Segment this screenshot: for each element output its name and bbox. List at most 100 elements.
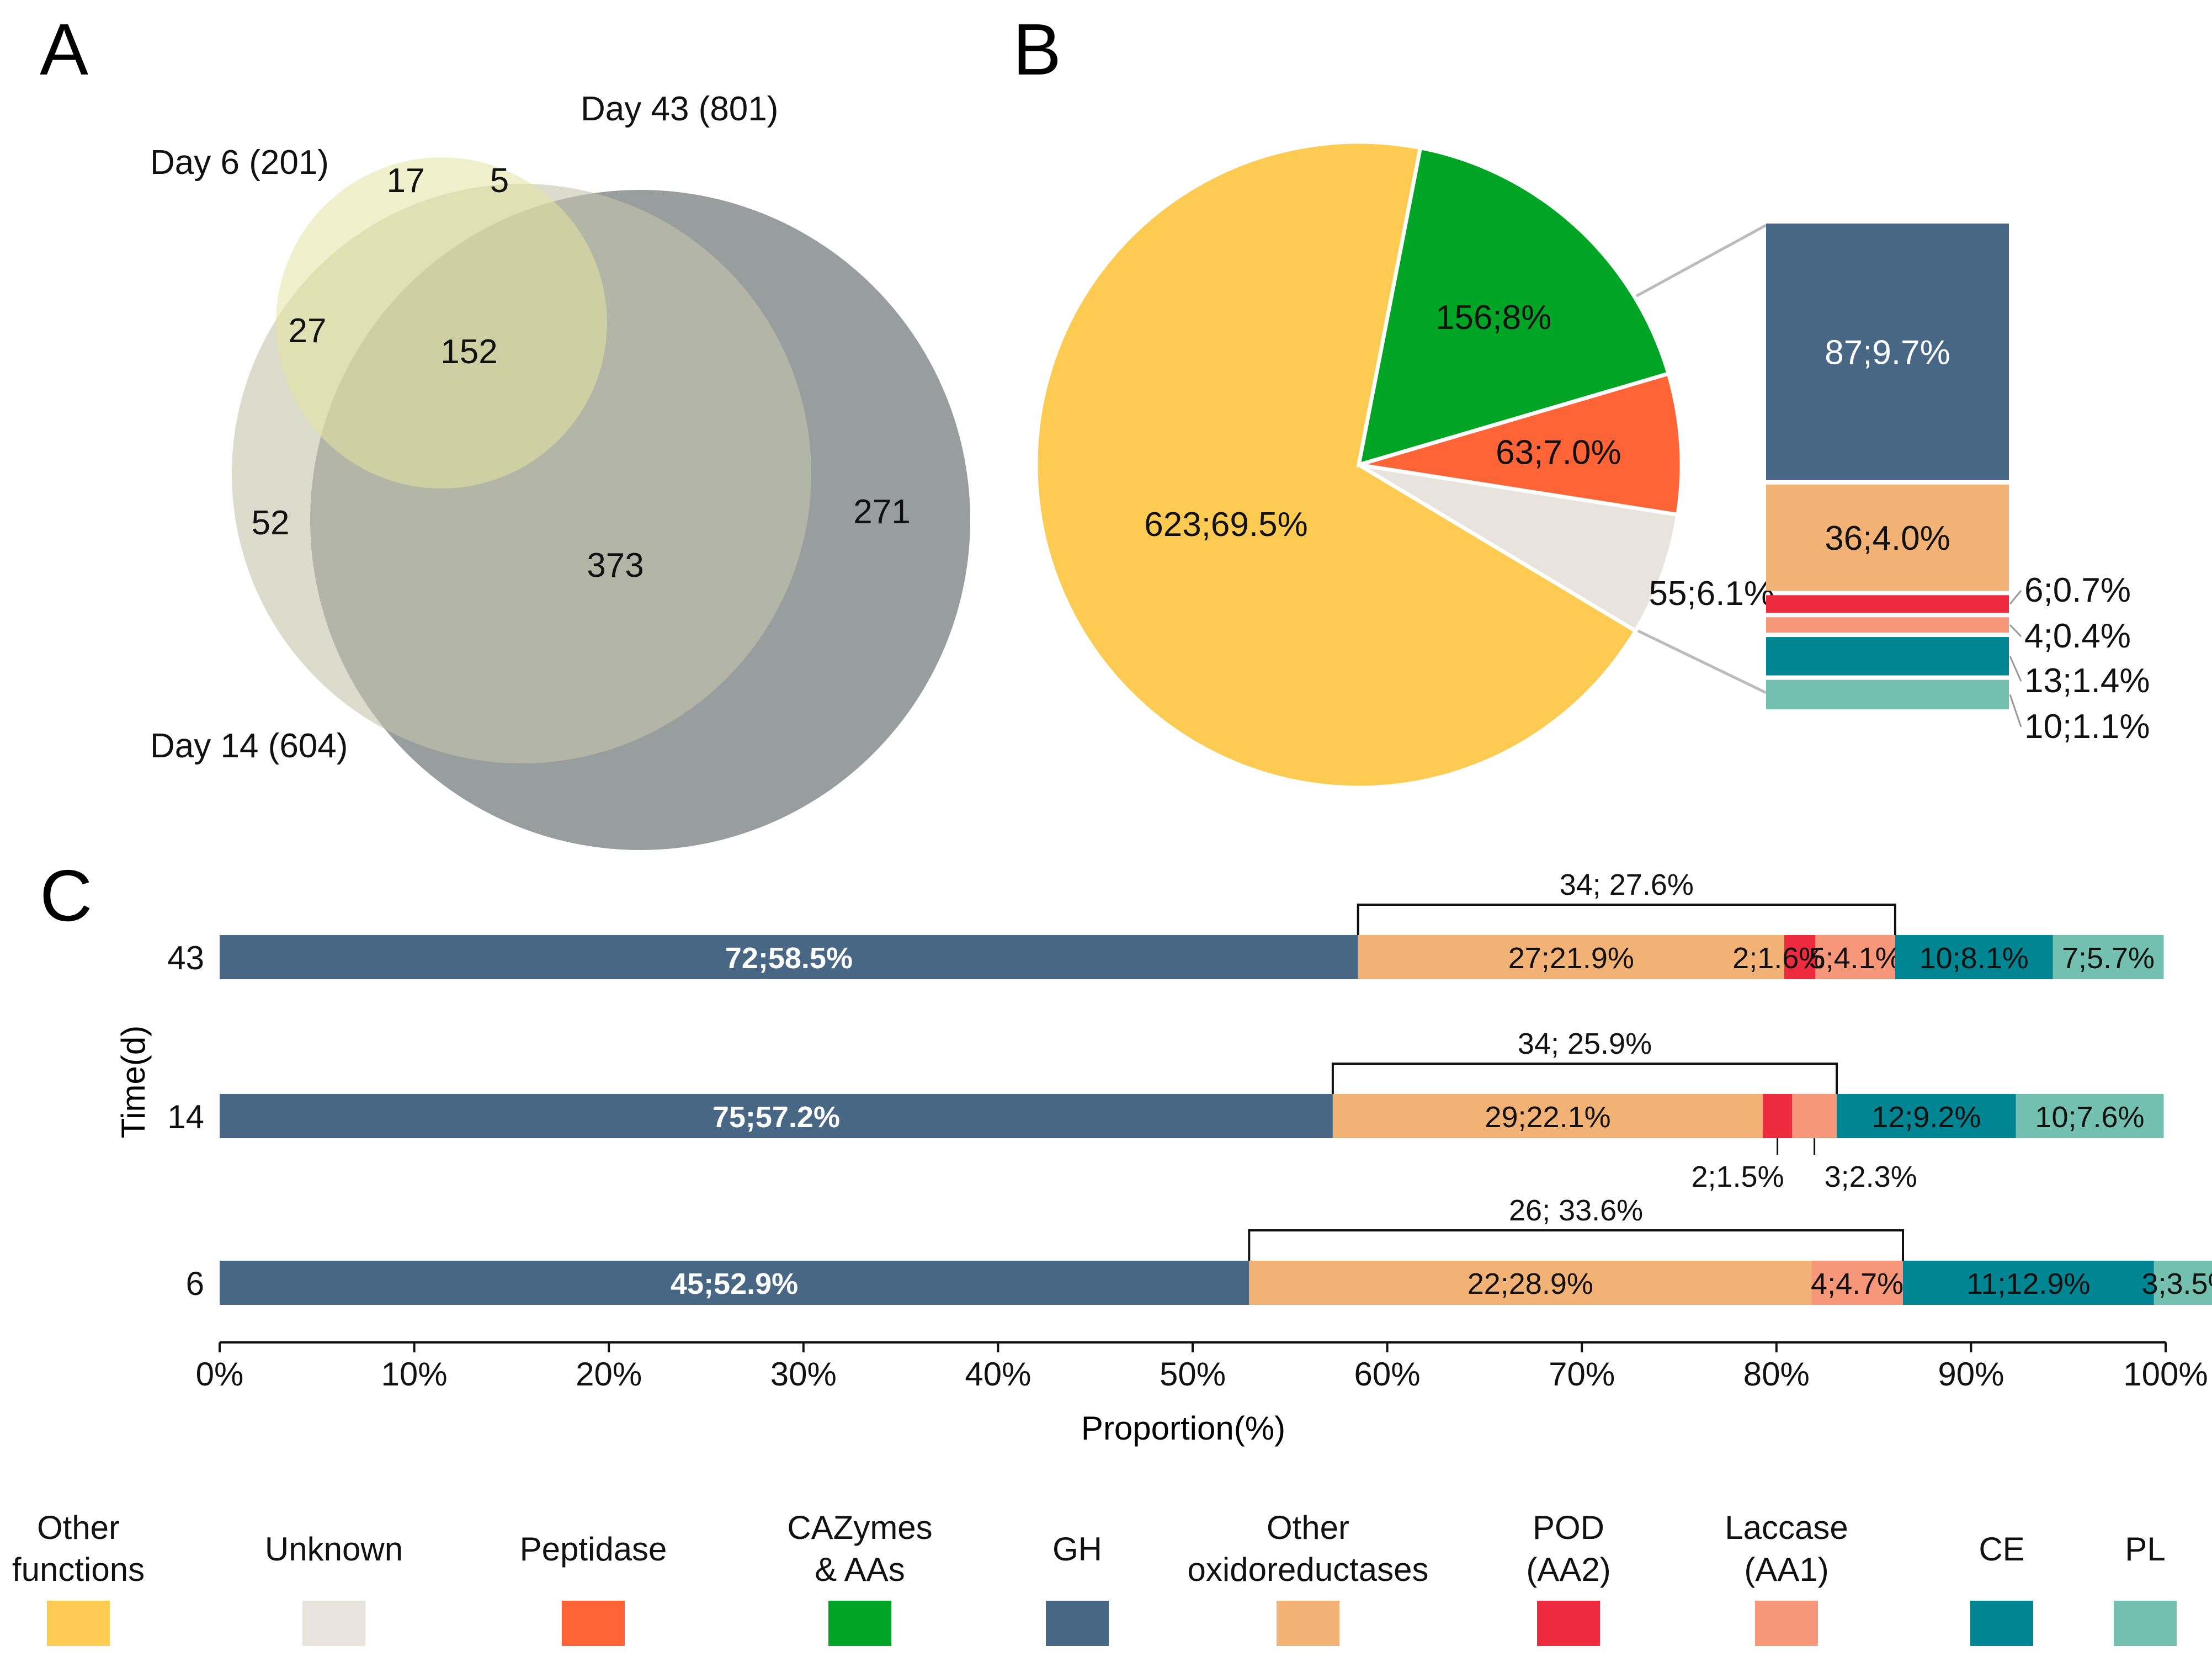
bar-label-gh: 75;57.2% — [712, 1101, 840, 1134]
legend-item-other-functions: Other functions — [12, 1509, 145, 1646]
pie-slice-peptidase — [1358, 371, 1684, 517]
legend-label: Laccase — [1725, 1509, 1848, 1546]
venn-set-label-day43: Day 43 (801) — [581, 90, 778, 128]
breakdown-label-other-oxidoreductases: 36;4.0% — [1825, 519, 1950, 557]
legend-item-pod-aa2: POD (AA2) — [1526, 1509, 1611, 1646]
breakdown-label-laccase-aa1: 4;0.4% — [2024, 617, 2131, 655]
breakdown-segment-gh — [1766, 224, 2009, 480]
bar-row-day-43: 43 72;58.5% 27;21.9% 5;4.1% 10;8.1% 7;5.7% 2;1… — [167, 868, 2164, 979]
bar-label-laccase-aa1: 4;4.7% — [1811, 1267, 1903, 1300]
legend-item-laccase-aa1: Laccase (AA1) — [1725, 1509, 1848, 1646]
legend-label: POD — [1533, 1509, 1604, 1546]
legend-label: GH — [1052, 1531, 1102, 1568]
x-tick-label: 70% — [1549, 1356, 1615, 1393]
x-axis-label: Proportion(%) — [1081, 1410, 1285, 1447]
bar-segment-gh — [220, 1094, 1333, 1138]
bar-label-other-oxidoreductases: 27;21.9% — [1508, 942, 1634, 975]
legend-label: CE — [1979, 1531, 2024, 1568]
bar-segment-pod-aa2 — [1763, 1094, 1792, 1138]
y-axis-label: Time(d) — [115, 1026, 152, 1138]
bar-label-pl: 3;3.5% — [2141, 1267, 2212, 1300]
legend-label: oxidoreductases — [1188, 1551, 1429, 1588]
x-tick-label: 50% — [1160, 1356, 1226, 1393]
bar-segment-other-oxidoreductases — [1332, 1094, 1763, 1138]
bar-segment-pl — [2053, 935, 2164, 979]
legend-swatch — [1755, 1601, 1818, 1646]
bar-segment-ce — [1837, 1094, 2016, 1138]
bar-segment-gh — [220, 935, 1358, 979]
panel-b-label: B — [1013, 9, 1061, 90]
legend-label: & AAs — [815, 1551, 905, 1588]
breakdown-label-pl: 10;1.1% — [2024, 708, 2150, 746]
breakdown-leader-pod-aa2 — [2009, 590, 2022, 605]
bar-label-gh: 45;52.9% — [671, 1267, 798, 1300]
breakdown-leader-laccase-aa1 — [2009, 624, 2022, 638]
legend-item-pl: PL — [2114, 1531, 2177, 1646]
bar-segment-ce — [1903, 1261, 2154, 1305]
breakdown-label-ce: 13;1.4% — [2024, 662, 2150, 700]
bar-segment-laccase-aa1 — [1792, 1094, 1837, 1138]
legend-label: CAZymes — [787, 1509, 932, 1546]
pie-connector-bottom — [1634, 628, 1767, 694]
pie-label-peptidase: 63;7.0% — [1496, 433, 1621, 471]
venn-circle-day6 — [276, 157, 607, 488]
bar-rows: 43 72;58.5% 27;21.9% 5;4.1% 10;8.1% 7;5.7% 2;1… — [167, 868, 2212, 1305]
x-tick-label: 90% — [1938, 1356, 2004, 1393]
venn-set-label-day14: Day 14 (604) — [150, 727, 348, 765]
pie-slice-other-functions — [1034, 140, 1639, 790]
legend-label: (AA1) — [1744, 1551, 1828, 1588]
breakdown-segment-pl — [1766, 679, 2009, 709]
x-axis: 0% 10% 20% 30% 40% 50% 60% 70% 80% 90% 100% — [196, 1341, 2208, 1393]
pie-label-unknown: 55;6.1% — [1649, 575, 1775, 613]
pie-label-other-functions: 623;69.5% — [1144, 506, 1307, 544]
pie-connector-top — [1634, 224, 1767, 299]
pie-slice-unknown — [1358, 463, 1681, 634]
pie-label-cazymes-aas: 156;8% — [1435, 299, 1551, 337]
bar-label-pl: 7;5.7% — [2062, 942, 2155, 975]
legend-label: Other — [37, 1509, 120, 1546]
bar-label-laccase-aa1: 3;2.3% — [1825, 1160, 1917, 1193]
legend-item-ce: CE — [1970, 1531, 2033, 1646]
venn-region-day6-day43: 5 — [490, 162, 509, 200]
bar-segment-laccase-aa1 — [1811, 1261, 1903, 1305]
breakdown-label-pod-aa2: 6;0.7% — [2024, 571, 2131, 609]
legend-swatch — [302, 1601, 365, 1646]
breakdown-label-gh: 87;9.7% — [1825, 333, 1950, 371]
bracket-label: 26; 33.6% — [1509, 1194, 1643, 1227]
legend-item-peptidase: Peptidase — [520, 1531, 667, 1646]
bar-segment-pod-aa2 — [1784, 935, 1816, 979]
venn-region-all: 152 — [440, 333, 497, 371]
bar-label-other-oxidoreductases: 29;22.1% — [1485, 1101, 1610, 1134]
venn-region-day14-day43: 373 — [587, 546, 644, 585]
x-tick-label: 10% — [381, 1356, 448, 1393]
legend-item-gh: GH — [1046, 1531, 1109, 1646]
breakdown-labels: 87;9.7% 36;4.0% 6;0.7% 4;0.4% 13;1.4% 10;1.1% — [1825, 333, 2150, 746]
x-tick-label: 0% — [196, 1356, 244, 1393]
legend-label: PL — [2125, 1531, 2165, 1568]
legend-label: Peptidase — [520, 1531, 667, 1568]
bracket-label: 34; 27.6% — [1560, 868, 1694, 901]
bar-label-pl: 10;7.6% — [2035, 1101, 2144, 1134]
x-tick-label: 80% — [1743, 1356, 1810, 1393]
legend-swatch — [562, 1601, 625, 1646]
bar-segment-other-oxidoreductases — [1249, 1261, 1812, 1305]
bar-row-day-6: 6 45;52.9% 22;28.9% 4;4.7% 11;12.9% 3;3.5% 26;… — [186, 1194, 2212, 1305]
legend-swatch — [828, 1601, 891, 1646]
bar-label-ce: 10;8.1% — [1919, 942, 2029, 975]
bar-label-pod-aa2: 2;1.6% — [1732, 942, 1825, 975]
venn-region-day43-only: 271 — [853, 493, 910, 531]
legend-label: Unknown — [265, 1531, 403, 1568]
x-tick-label: 30% — [770, 1356, 837, 1393]
legend-swatch — [1277, 1601, 1339, 1646]
legend-item-unknown: Unknown — [265, 1531, 403, 1646]
venn-region-day14-only: 52 — [252, 504, 290, 542]
bar-segment-gh — [220, 1261, 1249, 1305]
panel-c-label: C — [40, 855, 92, 936]
legend-item-cazymes-aas: CAZymes & AAs — [787, 1509, 933, 1646]
bar-segment-other-oxidoreductases — [1358, 935, 1784, 979]
bar-label-pod-aa2: 2;1.5% — [1691, 1160, 1784, 1193]
pie-slice-cazymes-aas — [1356, 145, 1671, 468]
panel-a: A Day 6 (201) Day 43 (801) Day 14 (604) … — [40, 9, 970, 850]
legend-swatch — [47, 1601, 110, 1646]
